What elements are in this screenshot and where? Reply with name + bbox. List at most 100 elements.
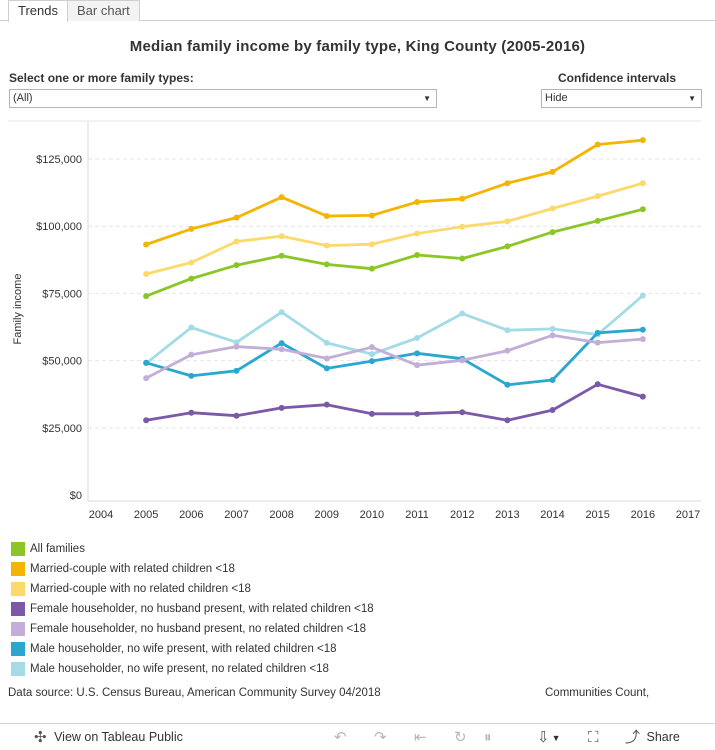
data-point[interactable] [504,327,511,334]
series-line[interactable] [145,333,643,380]
data-point[interactable] [368,241,375,248]
data-point[interactable] [414,410,421,417]
data-point[interactable] [188,351,195,358]
data-point[interactable] [233,238,240,245]
view-on-tableau-button[interactable]: ✣ View on Tableau Public [34,724,183,750]
data-point[interactable] [549,229,556,236]
data-point[interactable] [639,180,646,187]
data-point[interactable] [188,409,195,416]
data-point[interactable] [233,412,240,419]
share-button[interactable]: ⤴ Share [625,724,680,750]
legend-item[interactable]: Married-couple with related children <18 [11,559,374,579]
data-point[interactable] [594,339,601,346]
data-point[interactable] [549,168,556,175]
series-2[interactable] [143,180,646,278]
data-point[interactable] [459,195,466,202]
data-point[interactable] [278,404,285,411]
data-point[interactable] [414,350,421,357]
family-type-dropdown[interactable]: (All) ▼ [9,89,437,108]
data-point[interactable] [368,344,375,351]
tab-bar-chart[interactable]: Bar chart [67,0,140,21]
data-point[interactable] [323,261,330,268]
pause-button[interactable]: ⏸ [484,724,492,750]
data-point[interactable] [459,255,466,262]
data-point[interactable] [233,214,240,221]
data-point[interactable] [278,309,285,316]
fullscreen-button[interactable]: ⛶ [588,724,599,750]
legend-item[interactable]: Married-couple with no related children … [11,579,374,599]
download-button[interactable]: ⇩ ▼ [537,724,561,750]
data-point[interactable] [504,243,511,250]
data-point[interactable] [233,367,240,374]
data-point[interactable] [639,292,646,299]
data-point[interactable] [278,252,285,259]
data-point[interactable] [278,194,285,201]
data-point[interactable] [414,230,421,237]
data-point[interactable] [368,212,375,219]
series-4[interactable] [143,332,646,382]
data-point[interactable] [323,212,330,219]
data-point[interactable] [459,409,466,416]
data-point[interactable] [594,381,601,388]
data-point[interactable] [549,332,556,339]
legend-item[interactable]: Female householder, no husband present, … [11,619,374,639]
data-point[interactable] [639,137,646,144]
legend-item[interactable]: All families [11,539,374,559]
data-point[interactable] [278,340,285,347]
data-point[interactable] [639,206,646,213]
series-line[interactable] [145,294,644,365]
data-point[interactable] [504,417,511,424]
data-point[interactable] [459,223,466,230]
legend-item[interactable]: Male householder, no wife present, with … [11,639,374,659]
data-point[interactable] [549,376,556,383]
data-point[interactable] [594,193,601,200]
series-3[interactable] [143,381,646,424]
data-point[interactable] [323,401,330,408]
data-point[interactable] [549,407,556,414]
data-point[interactable] [594,329,601,336]
legend-item[interactable]: Male householder, no wife present, no re… [11,659,374,679]
data-point[interactable] [459,357,466,364]
data-point[interactable] [414,335,421,342]
revert-button[interactable]: ⇤ [414,724,427,750]
data-point[interactable] [143,417,150,424]
data-point[interactable] [368,265,375,272]
data-point[interactable] [594,141,601,148]
data-point[interactable] [143,359,150,366]
confidence-interval-dropdown[interactable]: Hide ▼ [541,89,702,108]
data-point[interactable] [368,351,375,358]
data-point[interactable] [278,346,285,353]
data-point[interactable] [459,310,466,317]
data-point[interactable] [188,275,195,282]
series-0[interactable] [143,206,646,300]
data-point[interactable] [143,375,150,382]
series-lines[interactable] [143,137,646,424]
undo-button[interactable]: ↶ [334,724,347,750]
data-point[interactable] [504,218,511,225]
series-1[interactable] [143,137,646,248]
data-point[interactable] [639,393,646,400]
line-chart[interactable]: $0 $25,000 $50,000 $75,000 $100,000 $125,000 2… [0,118,715,528]
data-point[interactable] [594,217,601,224]
data-point[interactable] [323,242,330,249]
data-point[interactable] [504,180,511,187]
redo-button[interactable]: ↷ [374,724,387,750]
data-point[interactable] [639,336,646,343]
series-line[interactable] [145,382,644,422]
data-point[interactable] [278,233,285,240]
legend-item[interactable]: Female householder, no husband present, … [11,599,374,619]
data-point[interactable] [233,339,240,346]
tab-trends[interactable]: Trends [8,0,68,22]
data-point[interactable] [143,271,150,278]
data-point[interactable] [323,339,330,346]
data-point[interactable] [233,343,240,350]
data-point[interactable] [504,347,511,354]
data-point[interactable] [233,262,240,269]
refresh-button[interactable]: ↻ [454,724,467,750]
data-point[interactable] [414,199,421,206]
data-point[interactable] [414,362,421,369]
data-point[interactable] [188,225,195,232]
data-point[interactable] [368,358,375,365]
series-line[interactable] [145,207,644,298]
series-line[interactable] [145,181,644,276]
